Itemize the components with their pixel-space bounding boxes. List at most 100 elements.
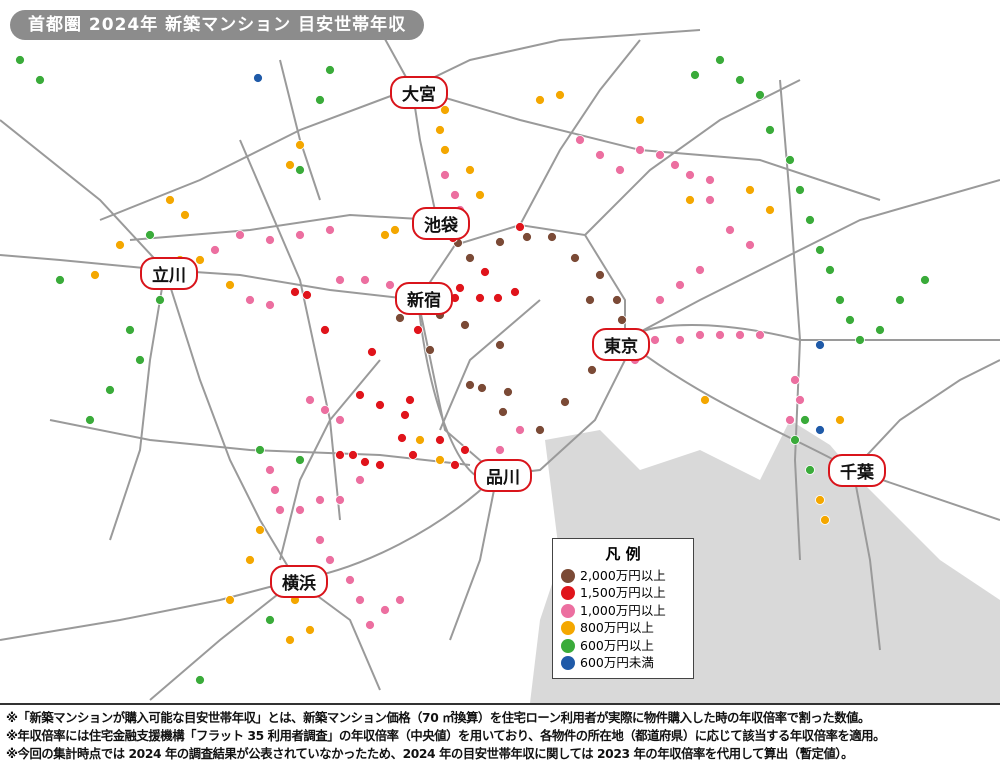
station-dot <box>495 340 505 350</box>
station-dot <box>85 415 95 425</box>
station-dot <box>245 555 255 565</box>
city-label-yokohama: 横浜 <box>270 565 328 598</box>
station-dot <box>335 275 345 285</box>
station-dot <box>90 270 100 280</box>
station-dot <box>425 345 435 355</box>
station-dot <box>725 225 735 235</box>
station-dot <box>615 165 625 175</box>
station-dot <box>440 145 450 155</box>
legend-item: 600万円未満 <box>561 655 685 673</box>
rail-line <box>584 79 801 236</box>
rail-line <box>411 87 881 201</box>
station-dot <box>255 525 265 535</box>
station-dot <box>510 287 520 297</box>
station-dot <box>265 300 275 310</box>
station-dot <box>617 315 627 325</box>
dot-icon <box>561 656 575 671</box>
station-dot <box>235 230 245 240</box>
station-dot <box>360 457 370 467</box>
station-dot <box>325 225 335 235</box>
station-dot <box>587 365 597 375</box>
station-dot <box>450 190 460 200</box>
station-dot <box>522 232 532 242</box>
station-dot <box>435 455 445 465</box>
station-dot <box>295 165 305 175</box>
station-dot <box>335 415 345 425</box>
station-dot <box>195 255 205 265</box>
station-dot <box>475 190 485 200</box>
station-dot <box>790 435 800 445</box>
station-dot <box>795 185 805 195</box>
station-dot <box>355 475 365 485</box>
footnote: ※「新築マンションが購入可能な目安世帯年収」とは、新築マンション価格（70 ㎡換… <box>6 711 870 725</box>
station-dot <box>325 555 335 565</box>
station-dot <box>195 675 205 685</box>
station-dot <box>302 290 312 300</box>
station-dot <box>805 465 815 475</box>
rail-line <box>852 359 1000 471</box>
station-dot <box>408 450 418 460</box>
station-dot <box>390 225 400 235</box>
station-dot <box>547 232 557 242</box>
station-dot <box>325 65 335 75</box>
station-dot <box>345 575 355 585</box>
station-dot <box>225 280 235 290</box>
map-canvas <box>0 29 1000 703</box>
station-dot <box>480 267 490 277</box>
station-dot <box>395 313 405 323</box>
station-dot <box>15 55 25 65</box>
station-dot <box>400 410 410 420</box>
rail-line <box>49 419 471 466</box>
station-dot <box>695 265 705 275</box>
station-dot <box>495 445 505 455</box>
rail-line <box>279 359 381 561</box>
station-dot <box>635 115 645 125</box>
station-dot <box>735 75 745 85</box>
station-dot <box>515 222 525 232</box>
legend-label: 600万円以上 <box>580 637 654 653</box>
station-dot <box>875 325 885 335</box>
station-dot <box>650 335 660 345</box>
station-dot <box>655 295 665 305</box>
station-dot <box>335 495 345 505</box>
station-dot <box>305 625 315 635</box>
rail-line <box>439 299 541 431</box>
legend-item: 2,000万円以上 <box>561 567 685 585</box>
footnote: ※今回の集計時点では 2024 年の調査結果が公表されていなかったため、2024… <box>6 747 854 761</box>
station-dot <box>367 347 377 357</box>
station-dot <box>265 465 275 475</box>
station-dot <box>255 445 265 455</box>
station-dot <box>245 295 255 305</box>
station-dot <box>595 270 605 280</box>
station-dot <box>55 275 65 285</box>
station-dot <box>265 615 275 625</box>
rail-line <box>0 254 419 301</box>
station-dot <box>465 253 475 263</box>
station-dot <box>835 295 845 305</box>
rail-line <box>279 59 321 201</box>
station-dot <box>335 450 345 460</box>
station-dot <box>790 375 800 385</box>
rail-line <box>624 179 1000 341</box>
station-dot <box>375 460 385 470</box>
station-dot <box>365 620 375 630</box>
station-dot <box>285 635 295 645</box>
footnotes: ※「新築マンションが購入可能な目安世帯年収」とは、新築マンション価格（70 ㎡換… <box>6 709 885 763</box>
station-dot <box>465 380 475 390</box>
rail-line <box>239 139 341 521</box>
station-dot <box>180 210 190 220</box>
rail-line <box>129 213 438 241</box>
map-title: 首都圏 2024年 新築マンション 目安世帯年収 <box>10 10 425 40</box>
station-dot <box>535 425 545 435</box>
station-dot <box>440 170 450 180</box>
station-dot <box>320 325 330 335</box>
city-label-ikebukuro: 池袋 <box>412 207 470 240</box>
station-dot <box>295 140 305 150</box>
station-dot <box>460 445 470 455</box>
station-dot <box>805 215 815 225</box>
station-dot <box>475 293 485 303</box>
station-dot <box>785 415 795 425</box>
rail-line <box>449 474 498 641</box>
rail-line <box>519 39 641 226</box>
station-dot <box>670 160 680 170</box>
